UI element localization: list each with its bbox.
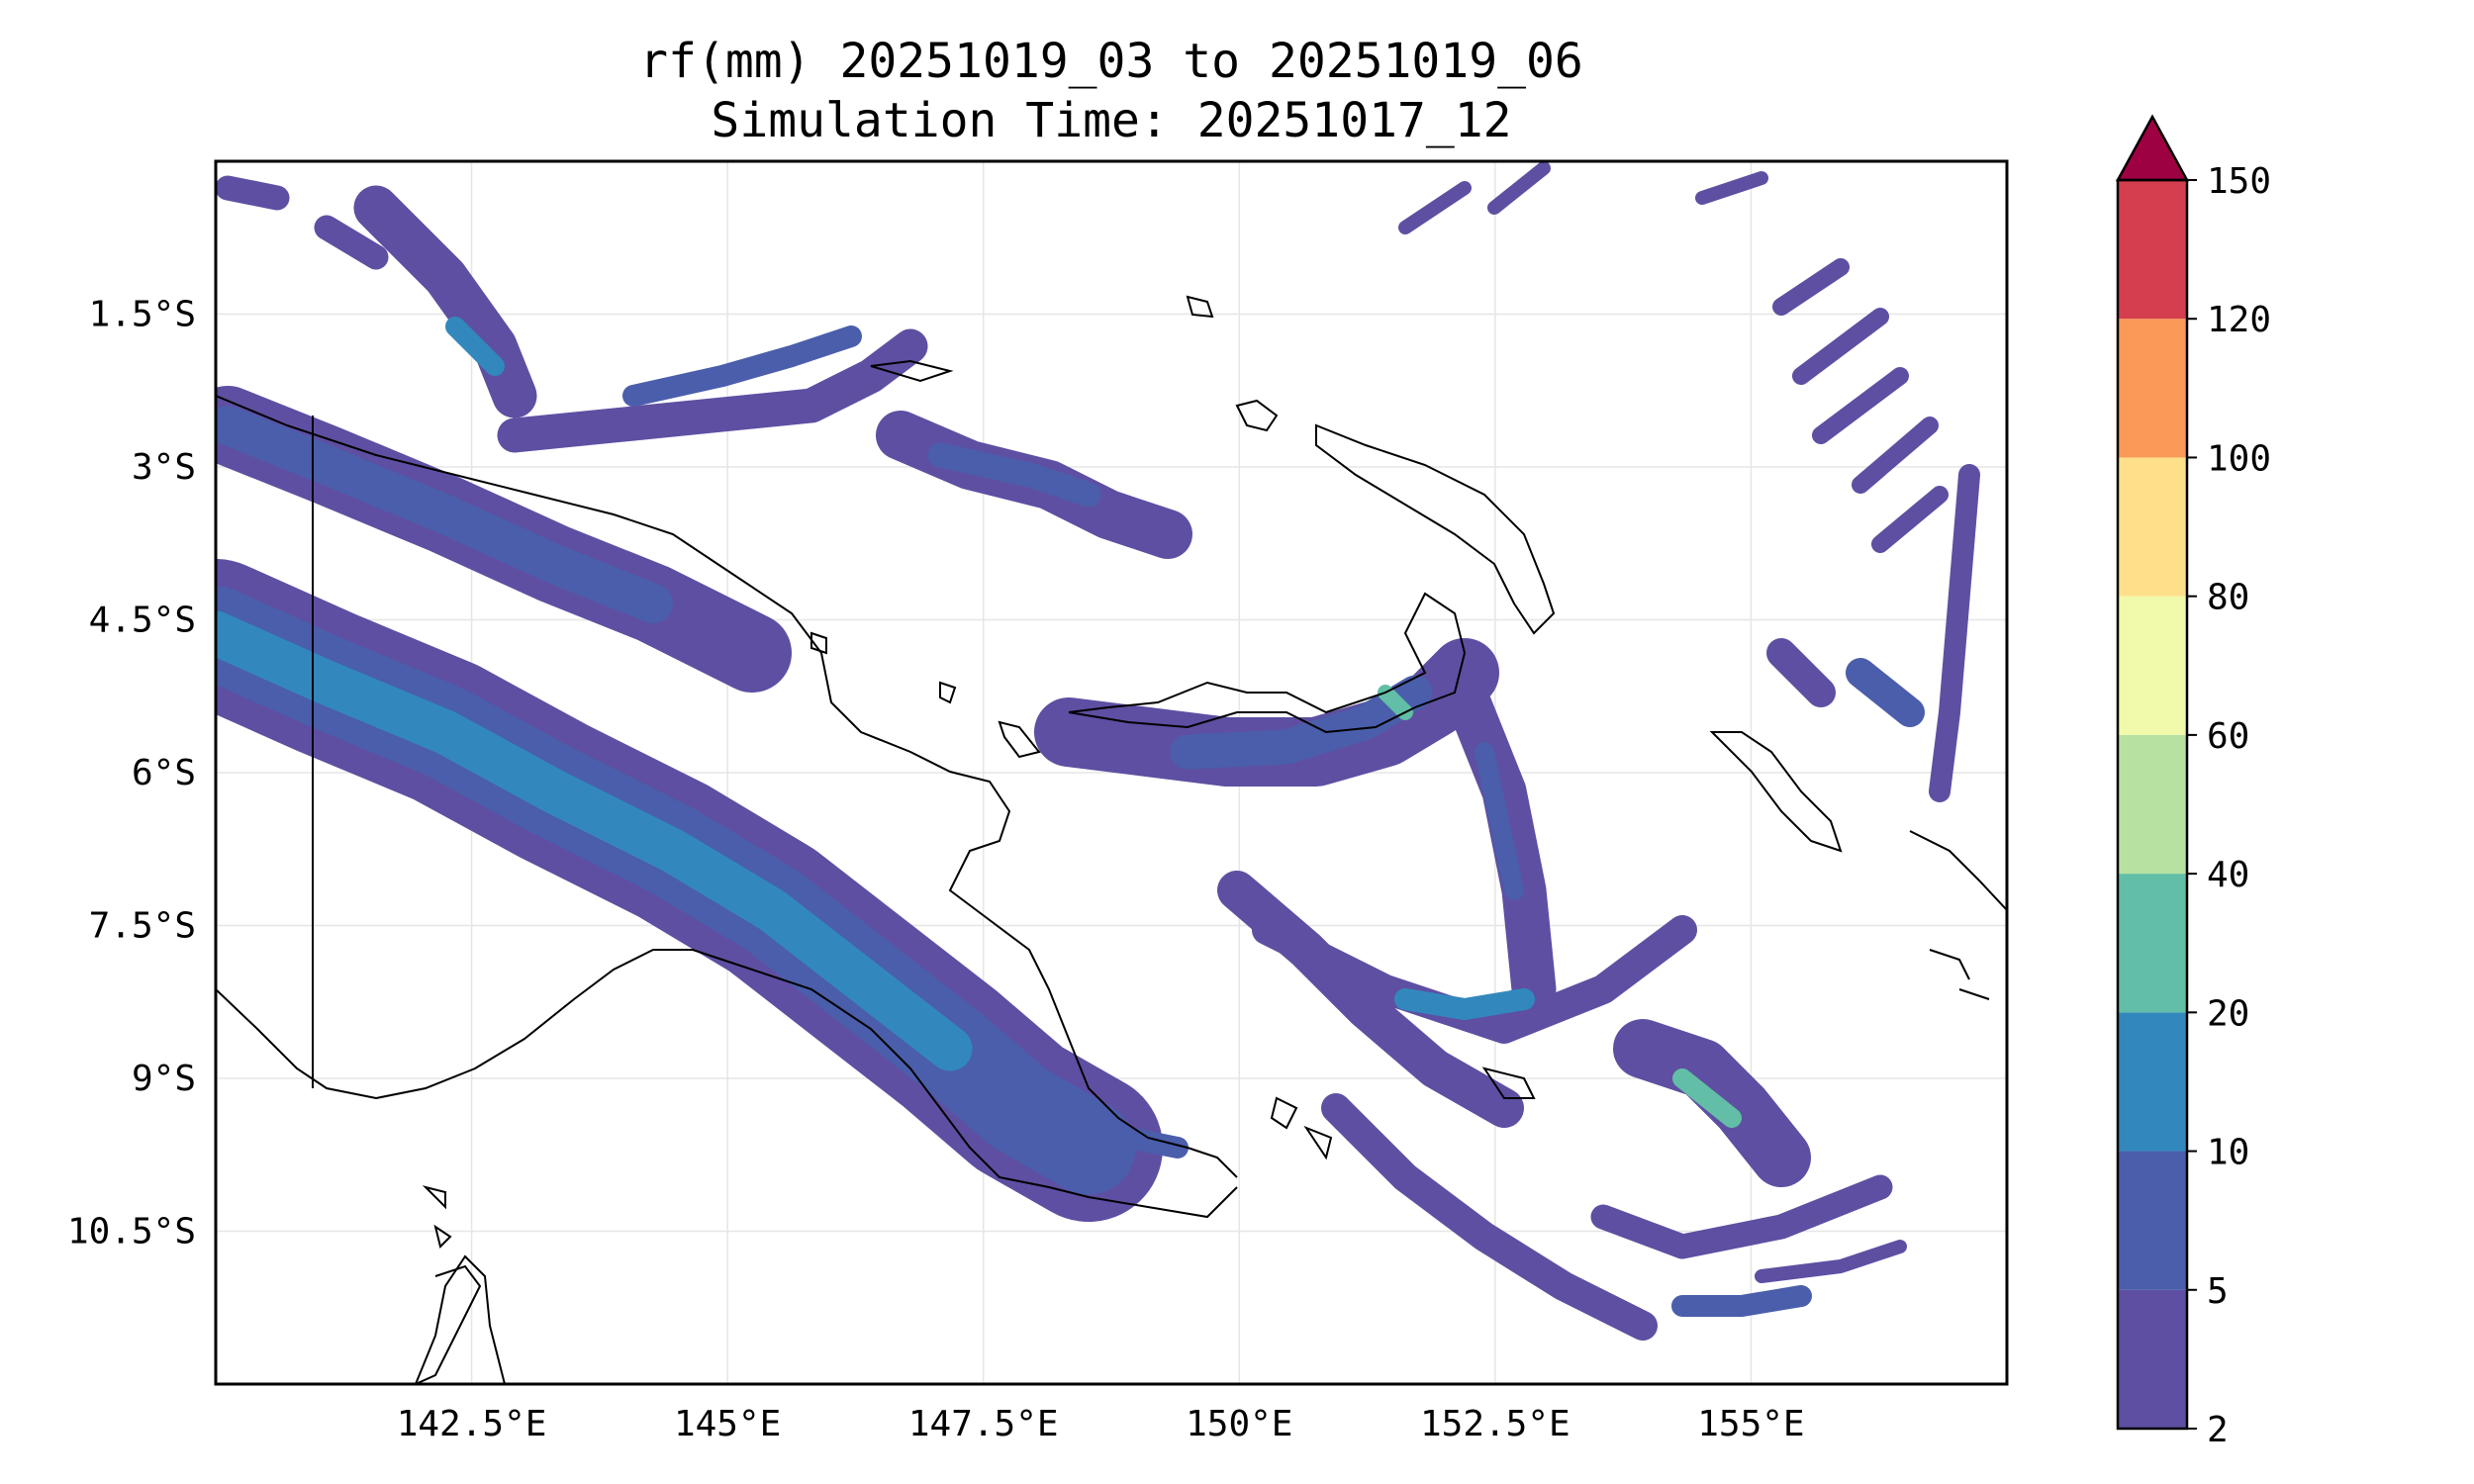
new-guinea-south-coast (216, 949, 1238, 1219)
title-line-1: rf(mm) 20251019_03 to 20251019_06 (639, 34, 1583, 89)
rainfall-field (216, 161, 1980, 1341)
rain-southeast (1590, 1019, 1907, 1317)
map-title: rf(mm) 20251019_03 to 20251019_06 Simula… (216, 32, 2007, 150)
title-line-2: Simulation Time: 20251017_12 (711, 93, 1512, 148)
colorbar-segment (2118, 180, 2187, 320)
colorbar-tick-label: 2 (2207, 1410, 2229, 1450)
lat-tick-label: 10.5°S (67, 1212, 196, 1252)
coastlines (216, 295, 2007, 1384)
colorbar: 2 5 10 20 40 60 80 100 120 150 (2115, 114, 2271, 1450)
colorbar-tick-label: 40 (2207, 855, 2249, 895)
rain-band-highlands (216, 386, 1163, 1222)
colorbar-segment (2118, 734, 2187, 875)
latitude-ticks: 1.5°S 3°S 4.5°S 6°S 7.5°S 9°S 10.5°S (67, 295, 196, 1252)
bougainville-coast (1709, 731, 1843, 853)
colorbar-segment (2118, 596, 2187, 735)
rain-east-streaks (1398, 161, 1980, 802)
colorbar-segment (2118, 457, 2187, 597)
colorbar-tick-label: 80 (2207, 578, 2249, 618)
colorbar-tick-label: 20 (2207, 993, 2249, 1034)
colorbar-tick-label: 10 (2207, 1133, 2249, 1173)
colorbar-segment (2118, 1012, 2187, 1152)
colorbar-tick-label: 60 (2207, 716, 2249, 757)
lon-tick-label: 152.5°E (1420, 1404, 1570, 1444)
lon-tick-label: 150°E (1186, 1404, 1292, 1444)
colorbar-segment (2118, 1151, 2187, 1290)
rain-north-coast (216, 175, 1192, 559)
lon-tick-label: 155°E (1697, 1404, 1804, 1444)
colorbar-segment (2118, 319, 2187, 458)
colorbar-frame (2116, 178, 2189, 1431)
rain-solomon-sea (1117, 871, 1697, 1341)
colorbar-tick-label: 120 (2207, 300, 2271, 340)
lat-tick-label: 6°S (132, 753, 196, 793)
gridlines (216, 161, 2007, 1384)
lat-tick-label: 7.5°S (89, 906, 196, 947)
colorbar-segment (2118, 1289, 2187, 1429)
rain-new-britain (1034, 638, 1557, 1012)
lon-tick-label: 147.5°E (908, 1404, 1059, 1444)
new-britain-coast (1068, 592, 1467, 734)
lon-tick-label: 142.5°E (397, 1404, 547, 1444)
map-frame (214, 159, 2009, 1386)
colorbar-extend-arrow (2115, 114, 2190, 182)
cape-york-coast (415, 1254, 506, 1384)
lon-tick-label: 145°E (674, 1404, 781, 1444)
manus-island-coast (1235, 399, 1279, 432)
lat-tick-label: 9°S (132, 1059, 196, 1099)
solomon-islands-coast (1909, 830, 2007, 1000)
small-islands (415, 295, 1536, 1384)
colorbar-segment (2118, 874, 2187, 1013)
colorbar-tick-label: 150 (2207, 161, 2271, 202)
new-guinea-north-coast (216, 395, 1238, 1178)
colorbar-tick-label: 5 (2207, 1271, 2229, 1312)
lat-tick-label: 1.5°S (89, 295, 196, 335)
colorbar-tick-label: 100 (2207, 438, 2271, 479)
longitude-ticks: 142.5°E 145°E 147.5°E 150°E 152.5°E 155°E (397, 1404, 1805, 1444)
lat-tick-label: 3°S (132, 447, 196, 488)
lat-tick-label: 4.5°S (89, 601, 196, 641)
new-ireland-coast (1315, 423, 1556, 635)
